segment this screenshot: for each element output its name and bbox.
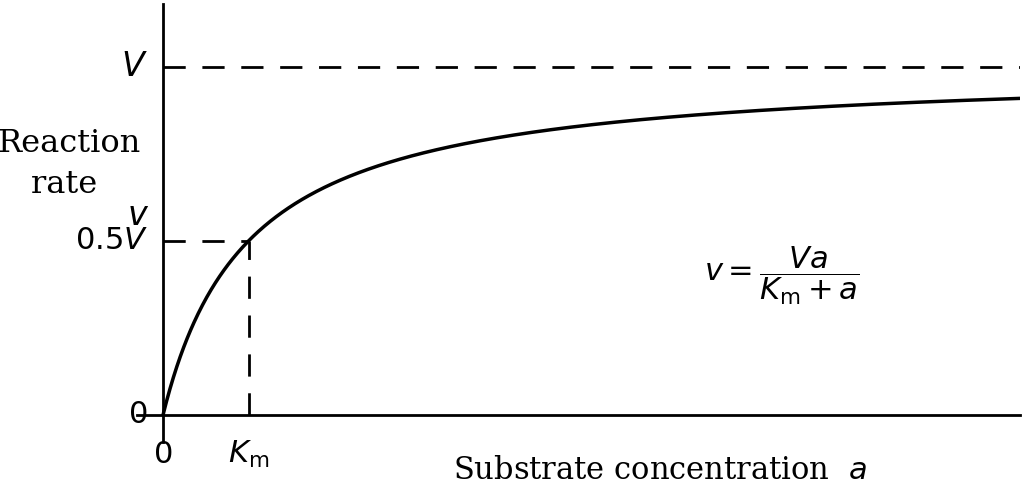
Text: $v = \dfrac{Va}{K_{\mathrm{m}} + a}$: $v = \dfrac{Va}{K_{\mathrm{m}} + a}$ [703,244,859,307]
Text: Reaction
rate: Reaction rate [0,128,140,200]
Text: $0.5V$: $0.5V$ [75,225,147,256]
Text: $K_{\mathrm{m}}$: $K_{\mathrm{m}}$ [228,439,269,470]
Text: $0$: $0$ [128,399,147,430]
Text: $V$: $V$ [121,51,147,83]
Text: $0$: $0$ [154,439,173,470]
Text: Substrate concentration  $a$: Substrate concentration $a$ [454,454,867,486]
Text: $v$: $v$ [127,201,150,232]
